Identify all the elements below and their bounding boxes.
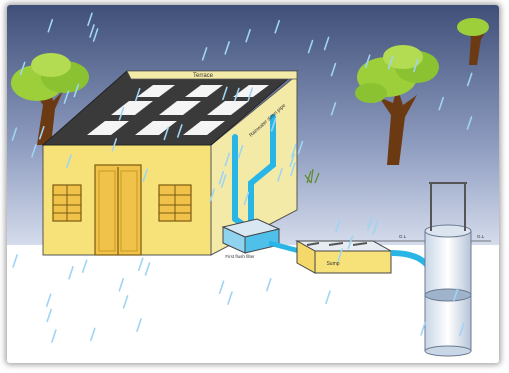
raindrop <box>412 58 419 73</box>
raindrop <box>31 144 37 158</box>
raindrop <box>337 248 344 262</box>
ground <box>7 245 499 363</box>
raindrop <box>330 102 337 116</box>
raindrop <box>45 293 52 308</box>
raindrop <box>265 277 272 292</box>
rainwater-harvesting-diagram: Terrace Rainwater down pipe First flush … <box>7 5 499 363</box>
raindrop <box>222 86 228 101</box>
diagram-frame: Terrace Rainwater down pipe First flush … <box>7 5 499 363</box>
label-gl-2: G.L <box>477 234 485 239</box>
roof-tiles <box>87 85 269 135</box>
raindrop <box>90 327 96 342</box>
door <box>94 164 142 256</box>
first-flush-filter <box>221 218 281 254</box>
recharge-well <box>424 182 472 357</box>
label-first-flush: First flush filter <box>225 254 255 259</box>
raindrop <box>289 153 296 167</box>
raindrop <box>438 96 445 111</box>
raindrop <box>366 217 373 231</box>
raindrop <box>68 265 74 280</box>
raindrop <box>209 188 215 202</box>
raindrop <box>347 235 354 250</box>
raindrop <box>458 322 465 337</box>
raindrop <box>89 24 95 38</box>
raindrop <box>325 290 331 305</box>
raindrop <box>247 87 254 101</box>
raindrop <box>220 174 227 188</box>
raindrop <box>12 254 18 268</box>
raindrop <box>330 62 337 77</box>
tree-icon <box>457 18 489 65</box>
raindrop <box>73 83 80 98</box>
label-terrace: Terrace <box>193 73 214 79</box>
raindrop <box>335 219 341 233</box>
raindrop <box>11 127 18 141</box>
raindrop <box>51 329 57 343</box>
raindrop <box>92 28 99 42</box>
raindrop <box>307 39 314 54</box>
raindrop <box>372 221 379 235</box>
raindrop <box>122 295 129 309</box>
raindrop <box>81 259 88 274</box>
tree-icon <box>355 45 439 165</box>
raindrop <box>46 308 53 323</box>
raindrop <box>323 36 330 51</box>
raindrop <box>243 191 250 206</box>
raindrop <box>177 124 183 138</box>
raindrop <box>387 55 394 70</box>
raindrop <box>297 140 304 155</box>
raindrop <box>134 87 141 102</box>
rain-icon <box>11 12 473 343</box>
raindrop <box>138 257 144 272</box>
sump-tank <box>295 240 393 274</box>
label-gl: G.L <box>399 234 407 239</box>
label-sump: Sump <box>326 261 339 267</box>
raindrop <box>237 144 244 159</box>
raindrop <box>291 143 297 158</box>
raindrop <box>118 277 125 292</box>
raindrop <box>87 12 93 27</box>
tree-icon <box>11 53 89 145</box>
parapet <box>126 70 298 80</box>
raindrop <box>234 87 240 102</box>
raindrop <box>364 54 371 69</box>
window-left <box>52 184 82 222</box>
raindrop <box>38 126 45 140</box>
raindrop <box>277 168 283 182</box>
raindrop <box>111 138 118 152</box>
window-right <box>158 184 192 222</box>
raindrop <box>218 170 225 185</box>
raindrop <box>274 19 281 34</box>
raindrop <box>218 280 225 295</box>
raindrop <box>270 117 277 132</box>
raindrop <box>142 168 148 183</box>
raindrop <box>453 287 459 302</box>
raindrop <box>420 322 426 336</box>
grass-tuft-icon <box>304 168 320 184</box>
raindrop <box>201 47 208 61</box>
raindrop <box>224 41 230 55</box>
raindrop <box>466 116 473 130</box>
raindrop <box>245 28 251 43</box>
raindrop <box>66 154 72 168</box>
raindrop <box>118 106 125 121</box>
raindrop <box>466 72 473 87</box>
raindrop <box>63 90 70 104</box>
raindrop <box>19 61 26 76</box>
raindrop <box>136 318 142 332</box>
raindrop <box>47 18 54 33</box>
raindrop <box>163 126 170 141</box>
raindrop <box>227 291 233 305</box>
raindrop <box>144 262 151 276</box>
raindrop <box>224 152 231 167</box>
raindrop <box>290 162 296 176</box>
